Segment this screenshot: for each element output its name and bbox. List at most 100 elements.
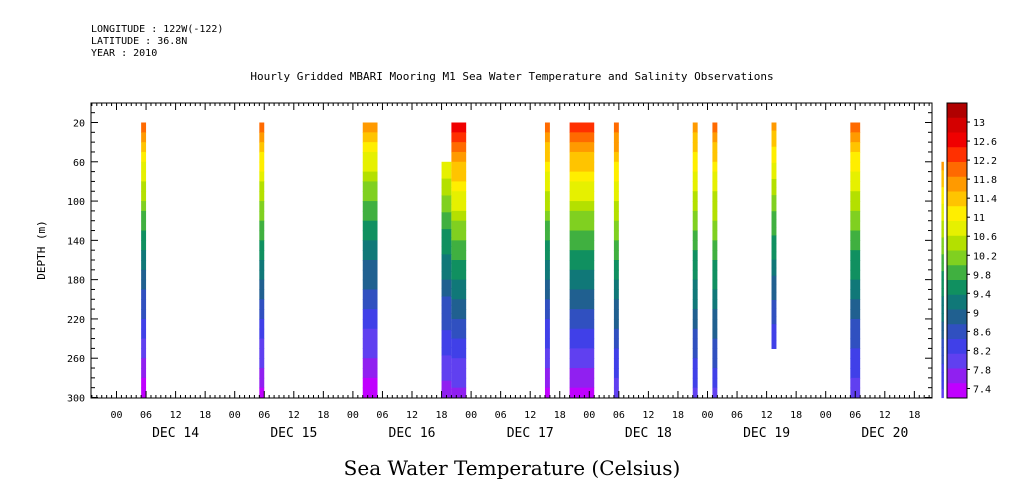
- profile-cell: [569, 387, 595, 399]
- profile-cell: [451, 318, 467, 330]
- y-tick-label: 300: [67, 393, 85, 404]
- profile-cell: [569, 132, 595, 143]
- profile-cell: [771, 138, 777, 148]
- profile-cell: [613, 181, 619, 192]
- profile-cell: [712, 299, 718, 310]
- profile-cell: [569, 338, 595, 349]
- profile-cell: [850, 289, 861, 300]
- profile-cell: [712, 260, 718, 271]
- profile-cell: [441, 330, 452, 340]
- profile-cell: [941, 212, 944, 222]
- profile-cell: [692, 328, 698, 340]
- profile-cell: [362, 201, 378, 212]
- x-tick-label: 12: [406, 410, 418, 421]
- profile-cell: [613, 279, 619, 291]
- profile-cell: [451, 151, 467, 163]
- profile-cell: [692, 122, 698, 133]
- profile-cell: [569, 289, 595, 300]
- profile-cell: [771, 259, 777, 269]
- profile-cell: [613, 318, 619, 330]
- profile-cell: [850, 299, 861, 310]
- profile-cell: [850, 348, 861, 359]
- profile-cell: [850, 260, 861, 271]
- latitude-label: LATITUDE : 36.8N: [91, 36, 188, 47]
- profile-cell: [850, 191, 861, 202]
- profile-cell: [569, 201, 595, 212]
- profile-cell: [771, 154, 777, 164]
- profile-cell: [451, 309, 467, 320]
- colorbar-swatch: [947, 103, 967, 119]
- profile-cell: [441, 363, 452, 373]
- profile-cell: [362, 171, 378, 183]
- profile-cell: [544, 377, 550, 389]
- x-tick-label: 12: [288, 410, 300, 421]
- y-tick-label: 60: [73, 158, 85, 169]
- profile-cell: [441, 161, 452, 171]
- temperature-profile: [771, 122, 777, 349]
- temperature-profile: [141, 122, 147, 399]
- profile-cell: [362, 338, 378, 349]
- x-tick-label: 12: [170, 410, 182, 421]
- profile-cell: [692, 171, 698, 183]
- profile-cell: [850, 318, 861, 330]
- x-day-label: DEC 16: [389, 426, 436, 441]
- profile-cell: [712, 289, 718, 300]
- profile-cell: [771, 243, 777, 253]
- profile-cell: [692, 201, 698, 212]
- profile-cell: [941, 170, 944, 180]
- profile-cell: [613, 387, 619, 399]
- profile-cell: [613, 210, 619, 222]
- profile-cell: [451, 171, 467, 183]
- profile-cell: [569, 309, 595, 320]
- colorbar-swatch: [947, 309, 967, 325]
- profile-cell: [451, 132, 467, 143]
- y-axis: 20 60 100 140 180 220 260 300: [67, 112, 932, 404]
- profile-cell: [850, 122, 861, 133]
- profile-cell: [613, 299, 619, 310]
- profile-cell: [544, 289, 550, 300]
- profile-cell: [569, 299, 595, 310]
- profile-cell: [692, 377, 698, 389]
- profile-cell: [613, 220, 619, 232]
- profile-cell: [141, 358, 147, 369]
- profile-cell: [613, 358, 619, 369]
- profile-cell: [544, 338, 550, 349]
- profile-cell: [141, 122, 147, 133]
- profile-cell: [569, 279, 595, 291]
- profile-cell: [850, 230, 861, 241]
- profile-cell: [362, 161, 378, 173]
- profile-cell: [941, 363, 944, 373]
- x-axis: 00 06 12 18 00 06 12 18 00 06 12 18 00 06 12 18 00 06 12 18…: [91, 103, 930, 441]
- profile-cell: [259, 171, 265, 183]
- profile-cell: [259, 269, 265, 281]
- profile-cell: [141, 377, 147, 389]
- x-tick-label: 18: [317, 410, 329, 421]
- profile-cell: [141, 240, 147, 251]
- profile-cell: [941, 178, 944, 188]
- profile-cell: [771, 316, 777, 325]
- profile-cell: [850, 171, 861, 183]
- x-tick-label: 00: [229, 410, 241, 421]
- profile-cell: [141, 181, 147, 192]
- x-tick-label: 18: [790, 410, 802, 421]
- profile-cell: [941, 220, 944, 230]
- colorbar-swatch: [947, 324, 967, 340]
- profile-cell: [613, 348, 619, 359]
- profile-cell: [941, 229, 944, 239]
- profile-cell: [362, 260, 378, 271]
- profile-cell: [451, 387, 467, 399]
- profile-cell: [692, 161, 698, 173]
- colorbar: 13 12.6 12.2 11.8 11.4 11 10.6 10.2 9.8 9.4 9 8.6 8.…: [946, 102, 997, 399]
- profile-cell: [712, 210, 718, 222]
- colorbar-label: 10.2: [973, 251, 997, 262]
- profile-cell: [362, 279, 378, 291]
- profile-cell: [441, 254, 452, 264]
- profile-cell: [141, 151, 147, 163]
- profile-cell: [712, 240, 718, 251]
- profile-cell: [544, 368, 550, 379]
- profile-cell: [362, 230, 378, 241]
- profile-cell: [692, 220, 698, 232]
- profile-cell: [712, 377, 718, 389]
- colorbar-label: 8.6: [973, 327, 991, 338]
- profile-cell: [712, 328, 718, 340]
